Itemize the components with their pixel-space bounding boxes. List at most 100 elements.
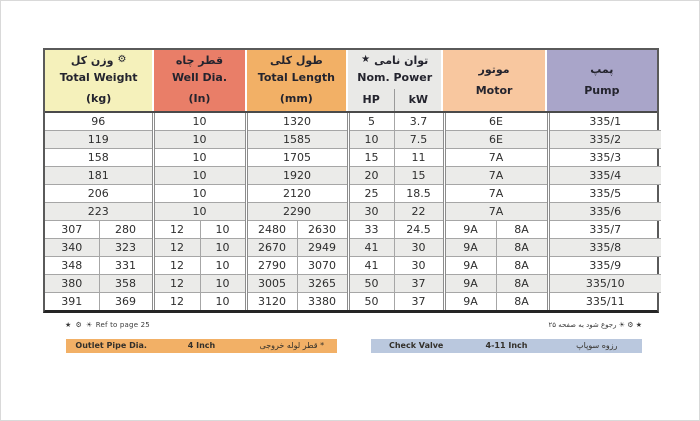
table-cell: 7.5 [393,130,444,149]
table-cell: 10 [199,274,246,293]
table-cell: 10 [199,220,246,239]
header-total-weight: وزن کل ⚙ Total Weight (kg) [45,50,153,111]
table-cell: 1920 [244,166,348,185]
table-cell: 3120 [244,292,297,310]
table-cell: 2290 [244,202,348,221]
table-cell: 119 [45,130,153,149]
table-row: 206 10 2120 25 18.5 7A 335/5 [45,184,662,203]
table-cell: 9A [442,292,496,310]
table-row: 223 10 2290 30 22 7A 335/6 [45,202,662,221]
table-cell: 30 [393,238,444,257]
table-cell: 3380 [296,292,348,310]
outlet-pipe-label-fa: * قطر لوله خروجی [259,341,325,350]
well-dia-unit: (In) [188,92,211,105]
table-cell: 335/7 [546,220,662,239]
footnote-symbols-left: ★ ⚙ ☀ [65,321,94,329]
nom-power-en-label: Nom. Power [357,71,433,84]
star-icon: ★ [361,54,371,65]
table-cell: 335/5 [546,184,662,203]
table-cell: 158 [45,148,153,167]
total-length-en-label: Total Length [257,71,335,84]
table-cell: 348 [45,256,99,275]
table-cell: 5 [346,113,394,131]
footnote-right-text: رجوع شود به صفحه ۲۵ [548,321,617,329]
table-cell: 10 [199,238,246,257]
table-cell: 9A [442,274,496,293]
table-cell: 8A [495,274,549,293]
table-cell: 391 [45,292,99,310]
table-cell: 323 [98,238,153,257]
table-header: وزن کل ⚙ Total Weight (kg) قطر چاه Well … [45,50,657,113]
table-cell: 10 [199,292,246,310]
table-cell: 12 [151,292,200,310]
check-valve-value: 4-11 Inch [485,341,528,350]
table-cell: 37 [393,292,444,310]
table-row: 340 323 12 10 2670 2949 41 30 9A 8A 335/8 [45,238,662,257]
total-length-unit: (mm) [279,92,313,105]
motor-fa-label: موتور [478,63,510,76]
well-dia-en-label: Well Dia. [171,71,228,84]
table-cell: 8A [495,256,549,275]
table-cell: 12 [151,274,200,293]
check-valve-bar: Check Valve 4-11 Inch رزوه سوپاپ [371,339,642,353]
footnote-left: ★ ⚙ ☀ Ref to page 25 [65,321,150,329]
table-cell: 10 [151,130,246,149]
table-cell: 335/3 [546,148,662,167]
table-cell: 335/8 [546,238,662,257]
table-cell: 8A [495,238,549,257]
header-nom-power: ★ توان نامی Nom. Power HP kW [346,50,442,111]
table-cell: 20 [346,166,394,185]
table-cell: 33 [346,220,394,239]
check-valve-label-fa: رزوه سوپاپ [576,341,618,350]
table-cell: 7A [442,166,549,185]
table-cell: 24.5 [393,220,444,239]
well-dia-fa-label: قطر چاه [175,53,224,67]
table-cell: 10 [151,113,246,131]
table-cell: 6E [442,113,549,131]
table-cell: 335/10 [546,274,662,293]
table-cell: 3070 [296,256,348,275]
nom-power-fa-line: ★ توان نامی [348,50,441,70]
table-cell: 2630 [296,220,348,239]
table-cell: 11 [393,148,444,167]
table-cell: 3.7 [393,113,444,131]
pump-spec-table: وزن کل ⚙ Total Weight (kg) قطر چاه Well … [43,48,662,313]
footnote-symbols-right: ★ ⚙ ☀ [618,321,642,329]
table-cell: 25 [346,184,394,203]
table-cell: 335/11 [546,292,662,310]
table-cell: 280 [98,220,153,239]
table-row: 181 10 1920 20 15 7A 335/4 [45,166,662,185]
table-cell: 50 [346,292,394,310]
table-cell: 9A [442,220,496,239]
table-row: 158 10 1705 15 11 7A 335/3 [45,148,662,167]
motor-en-label: Motor [475,84,513,97]
table-row: 380 358 12 10 3005 3265 50 37 9A 8A 335/10 [45,274,662,293]
table-cell: 1705 [244,148,348,167]
table-cell: 18.5 [393,184,444,203]
check-valve-label-en: Check Valve [388,341,444,350]
table-cell: 96 [91,115,106,128]
header-motor: موتور Motor [441,50,545,111]
table-cell: 2480 [244,220,297,239]
table-row: 119 10 1585 10 7.5 6E 335/2 [45,130,662,149]
table-cell: 10 [346,130,394,149]
table-cell: 8A [495,220,549,239]
table-cell: 30 [346,202,394,221]
table-cell: 41 [346,256,394,275]
table-row: 96 10 1320 5 3.7 6E 335/1 [45,113,662,131]
table-cell: 181 [45,166,153,185]
footnote-left-text: Ref to page 25 [95,321,150,329]
table-cell: 7A [442,184,549,203]
nom-power-fa-label: توان نامی [374,53,429,67]
table-cell: 335/6 [546,202,662,221]
table-cell: 335/4 [546,166,662,185]
table-cell: 9A [442,256,496,275]
table-cell: 10 [151,184,246,203]
outlet-pipe-bar: Outlet Pipe Dia. 4 Inch * قطر لوله خروجی [66,339,337,353]
table-cell: 7A [442,148,549,167]
table-cell: 369 [98,292,153,310]
table-cell: 223 [45,202,153,221]
table-cell: 6E [442,130,549,149]
hp-subheader: HP [362,93,380,106]
